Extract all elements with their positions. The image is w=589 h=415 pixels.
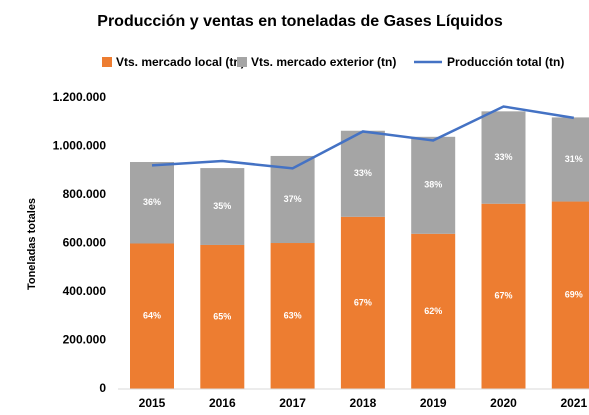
y-tick-label: 800.000 [63, 187, 107, 201]
bar [270, 243, 315, 389]
bar [481, 203, 526, 389]
x-tick-label: 2016 [209, 396, 236, 410]
bar-label: 38% [424, 180, 442, 190]
legend-label: Producción total (tn) [447, 55, 564, 69]
bar-label: 69% [565, 290, 583, 300]
bar [411, 233, 456, 389]
x-tick-label: 2021 [560, 396, 587, 410]
bar [200, 244, 245, 389]
bar-label: 31% [565, 154, 583, 164]
x-tick-label: 2018 [350, 396, 377, 410]
bar-label: 65% [213, 311, 231, 321]
y-tick-label: 400.000 [63, 284, 107, 298]
bar-label: 37% [284, 194, 302, 204]
bar [411, 136, 456, 234]
bar-label: 64% [143, 311, 161, 321]
line [151, 105, 575, 170]
bar [340, 130, 385, 217]
bar-label: 63% [284, 310, 302, 320]
bar-label: 67% [354, 297, 372, 307]
bar [551, 117, 589, 202]
bar-label: 33% [354, 168, 372, 178]
bar-label: 33% [494, 152, 512, 162]
bar-label: 62% [424, 306, 442, 316]
bar-label: 36% [143, 197, 161, 207]
x-tick-label: 2020 [490, 396, 517, 410]
bar [481, 111, 526, 204]
y-tick-label: 0 [99, 381, 106, 395]
bar [200, 168, 245, 245]
x-tick-label: 2017 [279, 396, 306, 410]
y-tick-label: 600.000 [63, 236, 107, 250]
bar [340, 216, 385, 389]
y-tick-label: 1.200.000 [53, 90, 107, 104]
legend-swatch [237, 57, 247, 67]
legend-label: Vts. mercado local (tn) [116, 55, 245, 69]
y-tick-label: 1.000.000 [53, 139, 107, 153]
chart-title: Producción y ventas en toneladas de Gase… [97, 13, 503, 30]
x-tick-label: 2019 [420, 396, 447, 410]
bar-label: 67% [494, 291, 512, 301]
legend-swatch [102, 57, 112, 67]
bar [551, 201, 589, 389]
bar [130, 243, 174, 389]
legend-label: Vts. mercado exterior (tn) [251, 55, 396, 69]
x-tick-label: 2015 [139, 396, 166, 410]
y-tick-label: 200.000 [63, 333, 107, 347]
bar-label: 35% [213, 201, 231, 211]
bar [130, 162, 174, 244]
bar [270, 155, 315, 244]
y-axis-title: Toneladas totales [26, 198, 38, 290]
